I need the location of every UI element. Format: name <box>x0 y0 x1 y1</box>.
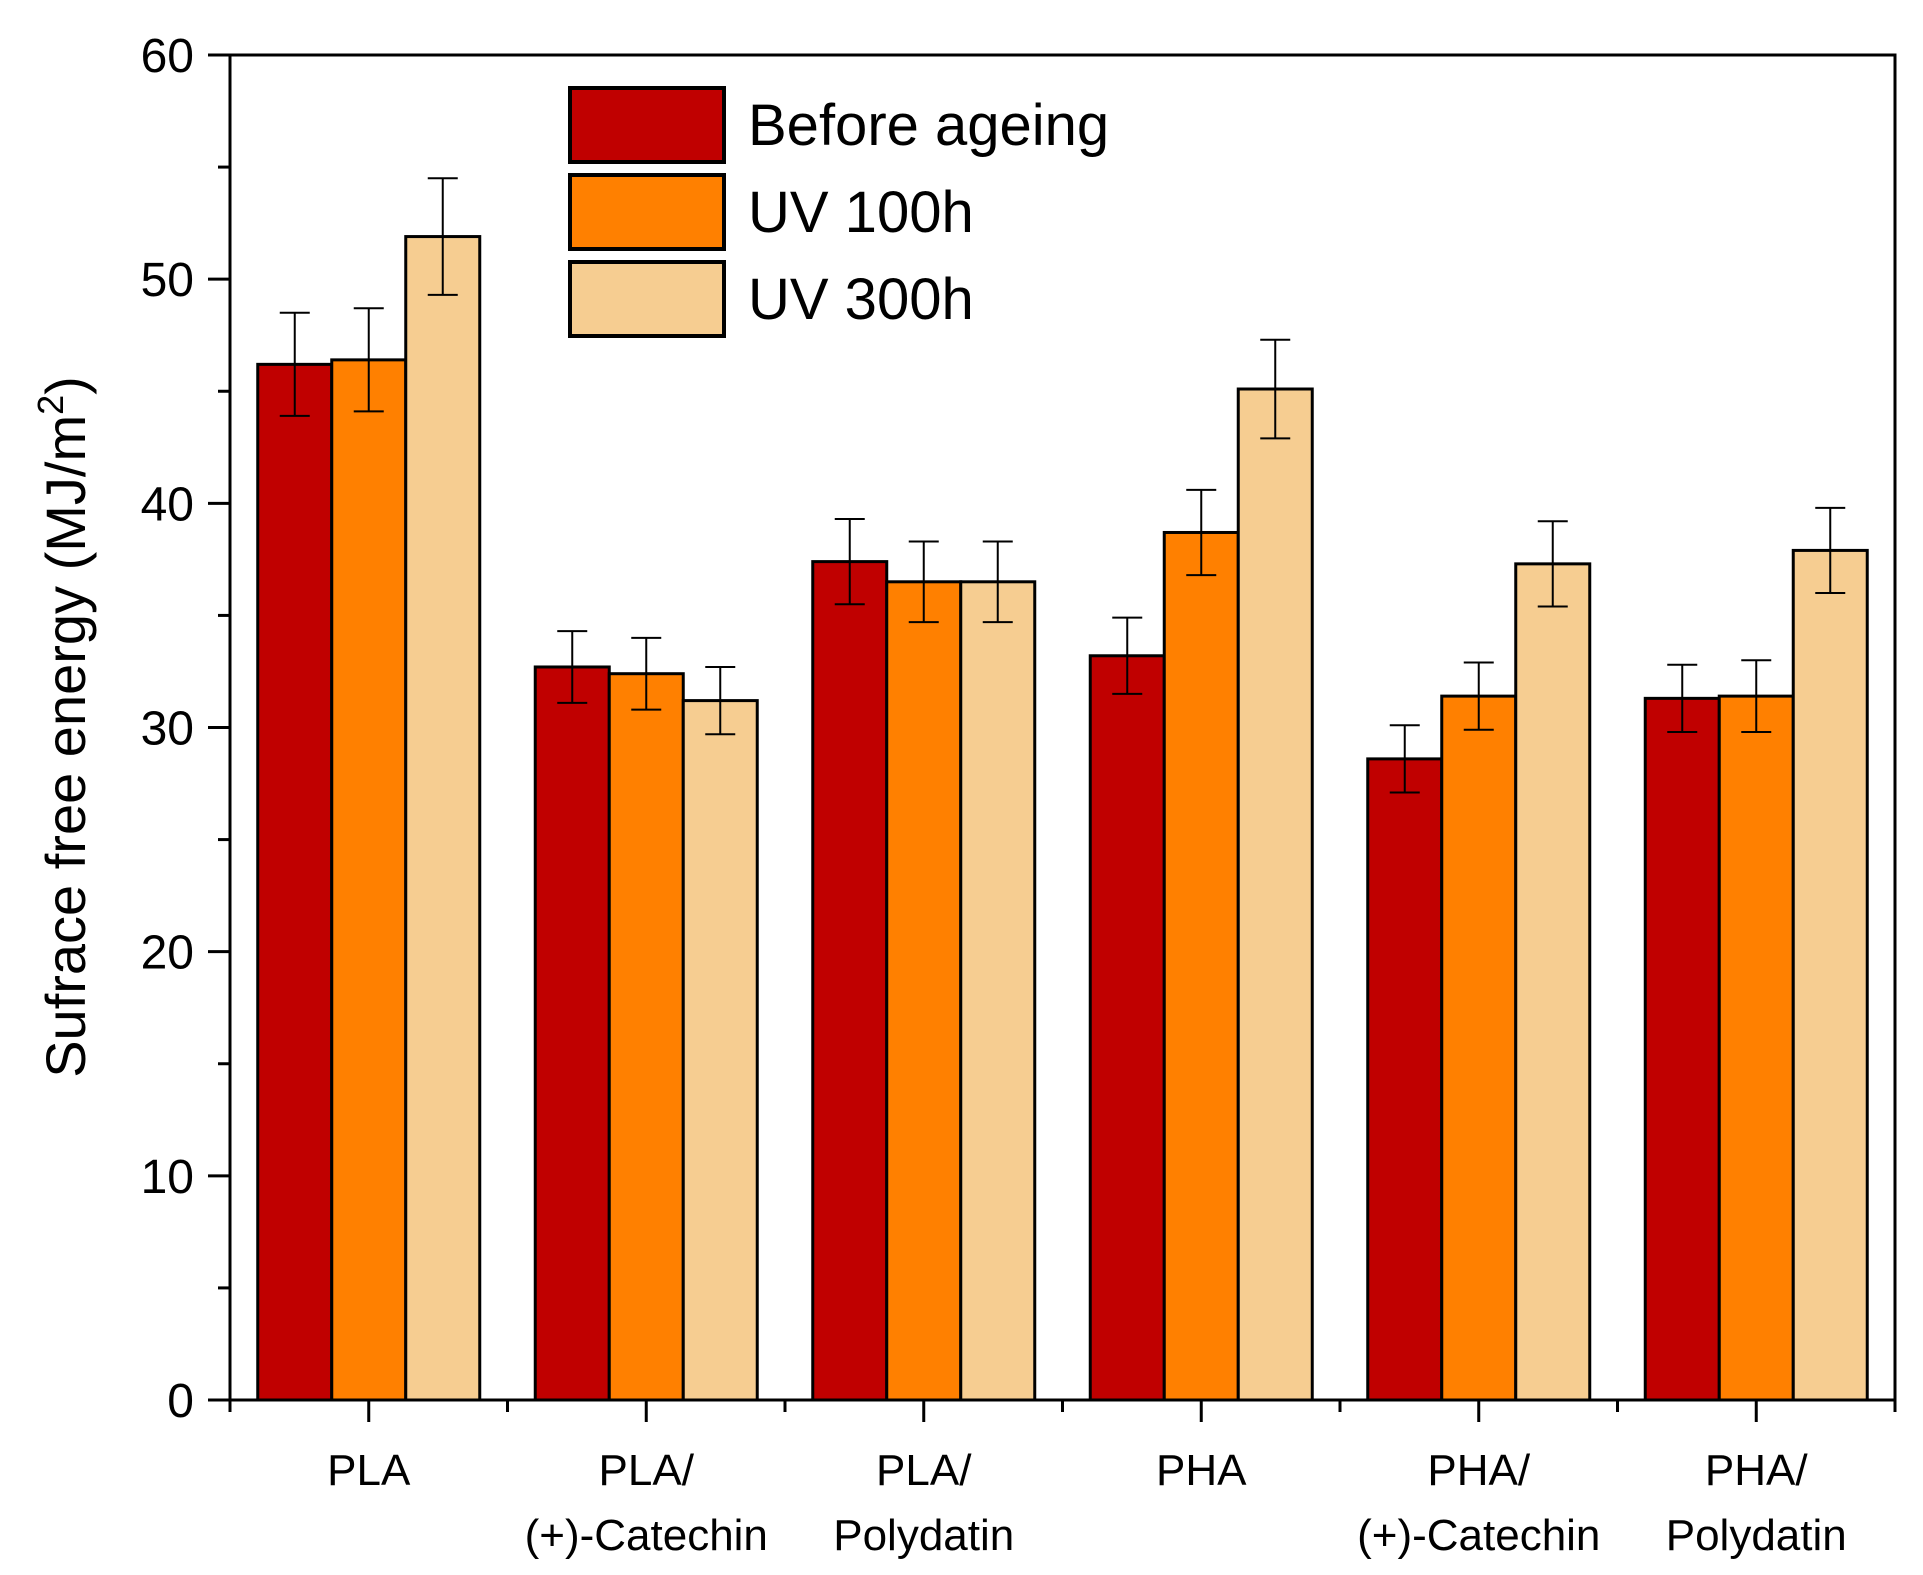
bar-2-3 <box>885 580 963 1402</box>
x-tick-label-2: PLA/ <box>599 1446 695 1495</box>
y-axis-label: Sufrace free energy (MJ/m2) <box>30 376 97 1078</box>
bar-2-1 <box>330 358 408 1402</box>
bar-1-1 <box>256 362 334 1402</box>
legend-label-3: UV 300h <box>748 267 974 332</box>
bar-1-3 <box>811 560 889 1402</box>
x-tick-label-4: PHA <box>1156 1446 1247 1495</box>
bar-3-3 <box>959 580 1037 1402</box>
error-bar-layer <box>279 177 1846 794</box>
legend-swatch-3 <box>568 260 726 338</box>
bar-3-5 <box>1514 562 1592 1402</box>
y-tick-label-30: 30 <box>141 703 194 756</box>
legend-swatch-2 <box>568 173 726 251</box>
y-tick-label-40: 40 <box>141 478 194 531</box>
y-tick-label-50: 50 <box>141 254 194 307</box>
legend-swatch-1 <box>568 86 726 164</box>
bar-3-6 <box>1791 548 1869 1402</box>
y-tick-label-0: 0 <box>167 1375 194 1428</box>
x-tick-label-line2-3: Polydatin <box>833 1511 1014 1560</box>
bar-3-1 <box>404 235 482 1402</box>
bar-3-2 <box>681 699 759 1402</box>
bar-3-4 <box>1236 387 1314 1402</box>
x-tick-label-6: PHA/ <box>1705 1446 1808 1495</box>
legend-label-1: Before ageing <box>748 93 1109 158</box>
x-tick-label-line2-5: (+)-Catechin <box>1357 1511 1600 1560</box>
bar-layer <box>256 235 1869 1402</box>
bar-2-4 <box>1162 530 1240 1402</box>
bar-2-2 <box>607 672 685 1402</box>
x-axis: PLA PLA/ (+)-Catechin PLA/Polydatin PHA PHA/ (… <box>228 1400 1897 1560</box>
x-tick-label-line2-2: (+)-Catechin <box>525 1511 768 1560</box>
legend-label-2: UV 100h <box>748 180 974 245</box>
bar-1-2 <box>533 665 611 1402</box>
y-tick-label-20: 20 <box>141 927 194 980</box>
legend: Before ageing UV 100h UV 300h <box>568 86 1109 338</box>
x-tick-label-1: PLA <box>327 1446 411 1495</box>
bar-1-6 <box>1643 696 1721 1402</box>
bar-2-6 <box>1717 694 1795 1402</box>
bar-1-4 <box>1088 654 1166 1402</box>
x-tick-label-line2-6: Polydatin <box>1666 1511 1847 1560</box>
y-axis: 0 10 20 30 40 50 60 <box>141 30 230 1428</box>
bar-1-5 <box>1366 757 1444 1402</box>
y-tick-label-10: 10 <box>141 1151 194 1204</box>
y-tick-label-60: 60 <box>141 30 194 83</box>
x-tick-label-5: PHA/ <box>1427 1446 1530 1495</box>
x-tick-label-3: PLA/ <box>876 1446 972 1495</box>
bar-2-5 <box>1440 694 1518 1402</box>
